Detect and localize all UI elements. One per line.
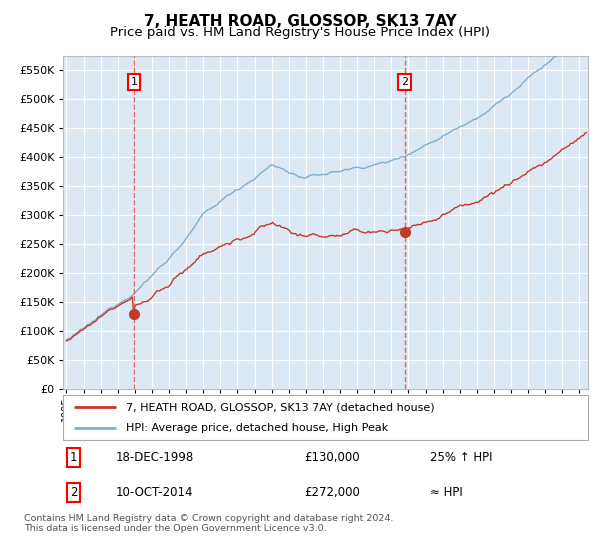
Text: 2: 2 bbox=[70, 486, 77, 500]
Text: 7, HEATH ROAD, GLOSSOP, SK13 7AY (detached house): 7, HEATH ROAD, GLOSSOP, SK13 7AY (detach… bbox=[126, 402, 434, 412]
Text: 25% ↑ HPI: 25% ↑ HPI bbox=[431, 451, 493, 464]
Text: ≈ HPI: ≈ HPI bbox=[431, 486, 463, 500]
Text: 7, HEATH ROAD, GLOSSOP, SK13 7AY: 7, HEATH ROAD, GLOSSOP, SK13 7AY bbox=[143, 14, 457, 29]
Text: 10-OCT-2014: 10-OCT-2014 bbox=[115, 486, 193, 500]
Text: 18-DEC-1998: 18-DEC-1998 bbox=[115, 451, 194, 464]
Text: 1: 1 bbox=[70, 451, 77, 464]
Text: HPI: Average price, detached house, High Peak: HPI: Average price, detached house, High… bbox=[126, 423, 388, 433]
Text: Contains HM Land Registry data © Crown copyright and database right 2024.
This d: Contains HM Land Registry data © Crown c… bbox=[24, 514, 394, 534]
Text: £130,000: £130,000 bbox=[305, 451, 360, 464]
Text: Price paid vs. HM Land Registry's House Price Index (HPI): Price paid vs. HM Land Registry's House … bbox=[110, 26, 490, 39]
Text: £272,000: £272,000 bbox=[305, 486, 361, 500]
Text: 1: 1 bbox=[131, 77, 137, 87]
Text: 2: 2 bbox=[401, 77, 408, 87]
FancyBboxPatch shape bbox=[63, 395, 588, 440]
